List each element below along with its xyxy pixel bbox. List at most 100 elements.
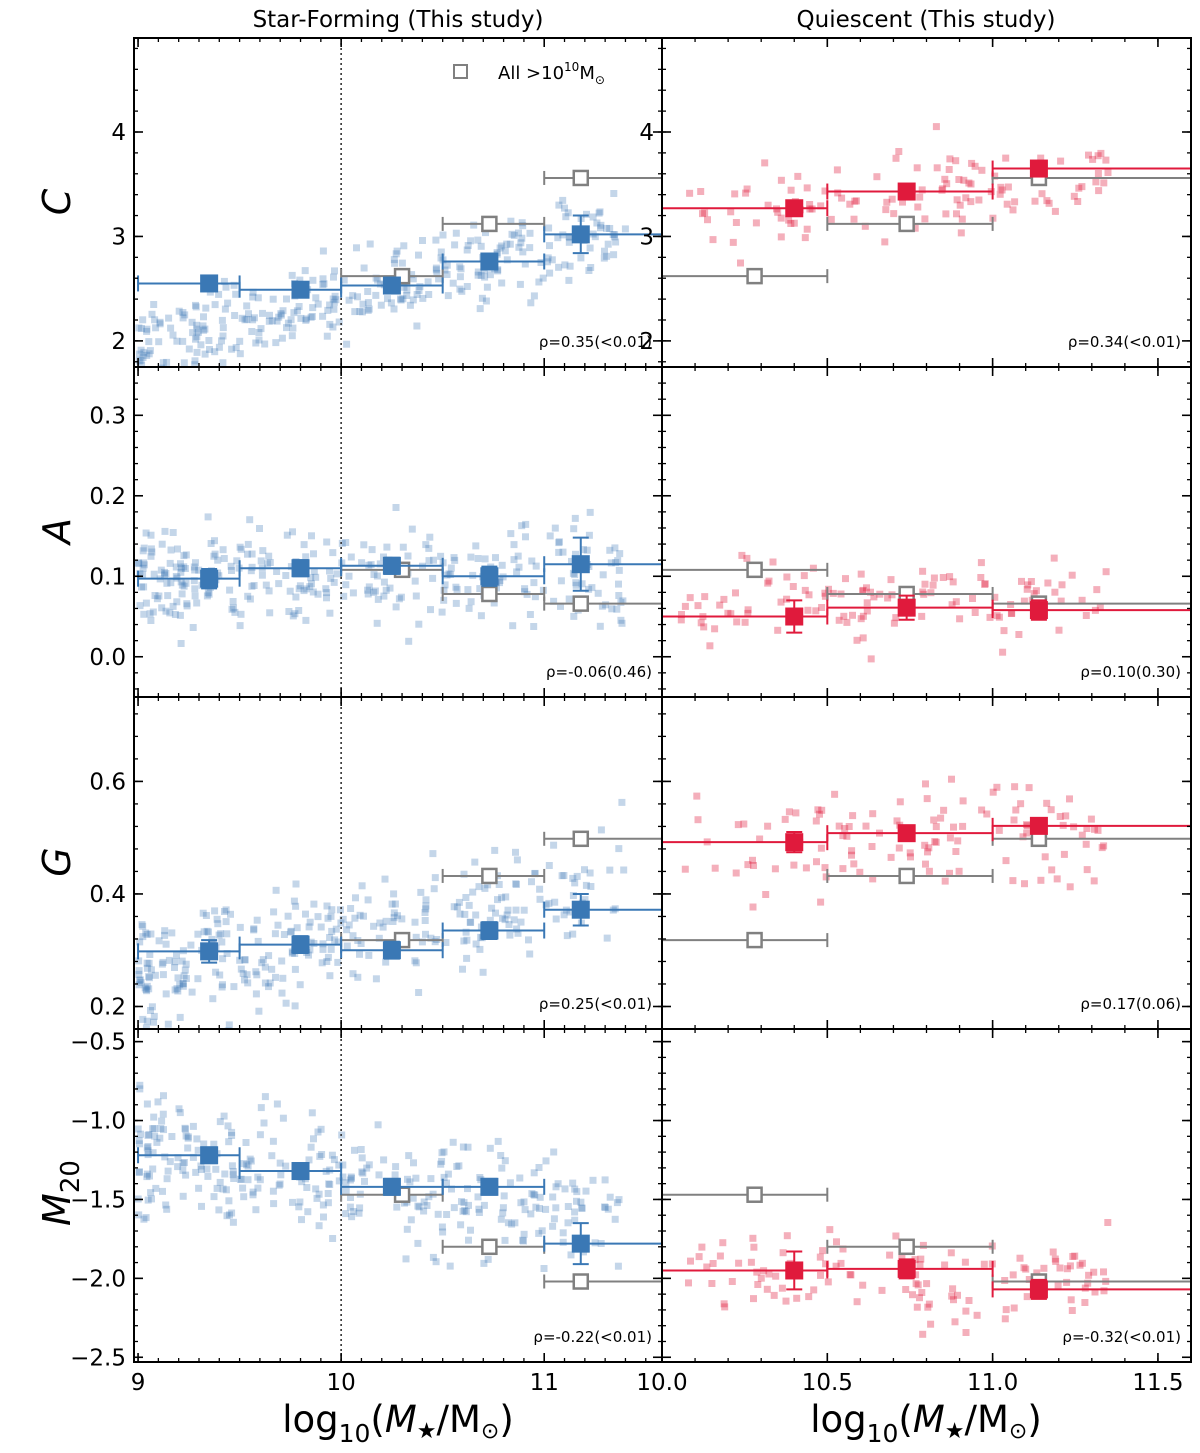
galaxy-point (694, 602, 702, 610)
galaxy-point (273, 317, 281, 325)
galaxy-point (163, 1175, 171, 1183)
galaxy-point (518, 219, 526, 227)
galaxy-point (139, 316, 147, 324)
galaxy-point (615, 592, 623, 599)
galaxy-point (158, 604, 166, 612)
galaxy-point (219, 332, 227, 340)
galaxy-point (329, 323, 337, 331)
galaxy-point (314, 300, 322, 308)
galaxy-point (1067, 1296, 1075, 1304)
galaxy-point (419, 294, 427, 302)
galaxy-point (347, 1173, 355, 1181)
galaxy-point (1027, 578, 1035, 585)
galaxy-point (323, 958, 331, 965)
galaxy-point (145, 985, 153, 993)
galaxy-point (282, 999, 290, 1007)
panel-m20-quiescent: 10.0 10.5 11.0 11.5ρ=-0.32(<0.01) (636, 1028, 1192, 1396)
galaxy-point (569, 1179, 577, 1187)
binned-median (137, 568, 241, 590)
galaxy-point (143, 1017, 151, 1025)
galaxy-point (724, 609, 732, 617)
galaxy-point (835, 822, 843, 830)
galaxy-point (531, 869, 539, 877)
galaxy-point (939, 185, 947, 193)
galaxy-point (191, 585, 199, 593)
galaxy-point (211, 348, 219, 356)
galaxy-point (398, 259, 406, 267)
galaxy-point (806, 201, 814, 208)
galaxy-point (342, 1187, 350, 1195)
galaxy-point (295, 585, 303, 593)
galaxy-point (1100, 842, 1108, 850)
galaxy-point (177, 578, 185, 586)
galaxy-point (137, 979, 145, 987)
galaxy-point (262, 581, 270, 589)
galaxy-point (239, 970, 247, 977)
galaxy-point (720, 1300, 728, 1308)
all-massive-bin (441, 867, 546, 885)
galaxy-point (228, 605, 236, 613)
galaxy-point (207, 540, 215, 547)
y-axis-label-a: A (35, 518, 79, 547)
galaxy-point (948, 601, 956, 609)
galaxy-point (818, 604, 826, 611)
galaxy-point (571, 879, 579, 887)
galaxy-point (289, 324, 297, 332)
galaxy-point (924, 848, 931, 856)
galaxy-point (241, 316, 249, 324)
galaxy-point (1017, 800, 1025, 808)
galaxy-point (149, 608, 157, 616)
binned-median (441, 252, 546, 271)
galaxy-point (230, 604, 237, 612)
galaxy-point (850, 215, 858, 223)
galaxy-point (414, 1202, 422, 1210)
galaxy-point (272, 339, 280, 347)
galaxy-point (236, 337, 244, 345)
galaxy-point (136, 350, 143, 358)
galaxy-point (219, 1185, 227, 1193)
galaxy-point (517, 918, 525, 926)
galaxy-point (159, 359, 167, 367)
galaxy-point (606, 225, 614, 232)
galaxy-point (159, 1187, 166, 1195)
galaxy-point (464, 586, 472, 594)
galaxy-point (1019, 833, 1027, 841)
galaxy-point (176, 1013, 184, 1021)
galaxy-point (180, 582, 188, 590)
galaxy-point (749, 903, 757, 911)
galaxy-point (302, 910, 309, 918)
galaxy-point (770, 1291, 778, 1299)
galaxy-point (1055, 626, 1063, 634)
panel-frame (133, 366, 663, 698)
galaxy-point (438, 608, 446, 616)
galaxy-point (204, 1172, 212, 1180)
galaxy-point (268, 317, 276, 325)
galaxy-point (229, 1168, 237, 1175)
galaxy-point (184, 1133, 192, 1141)
galaxy-point (157, 364, 165, 367)
galaxy-point (1049, 1248, 1057, 1256)
galaxy-point (474, 236, 482, 244)
galaxy-point (250, 314, 258, 322)
galaxy-point (174, 1163, 182, 1171)
galaxy-point (595, 209, 603, 217)
galaxy-point (507, 217, 515, 225)
galaxy-point (227, 562, 235, 570)
galaxy-point (305, 1156, 313, 1164)
galaxy-point (927, 1320, 935, 1328)
x-axis-label-right: log10(M★/M⊙) (810, 1398, 1042, 1448)
binned-median (340, 940, 444, 960)
galaxy-point (154, 1098, 162, 1106)
galaxy-point (358, 882, 366, 890)
galaxy-point (822, 873, 830, 881)
galaxy-point (939, 574, 947, 581)
galaxy-point (525, 936, 532, 944)
galaxy-point (822, 1260, 830, 1268)
galaxy-point (275, 580, 283, 588)
galaxy-point (364, 299, 372, 307)
galaxy-point (230, 1175, 238, 1182)
galaxy-point (244, 1162, 252, 1170)
galaxy-point (913, 1303, 921, 1311)
galaxy-point (389, 918, 397, 925)
galaxy-point (193, 1135, 201, 1143)
